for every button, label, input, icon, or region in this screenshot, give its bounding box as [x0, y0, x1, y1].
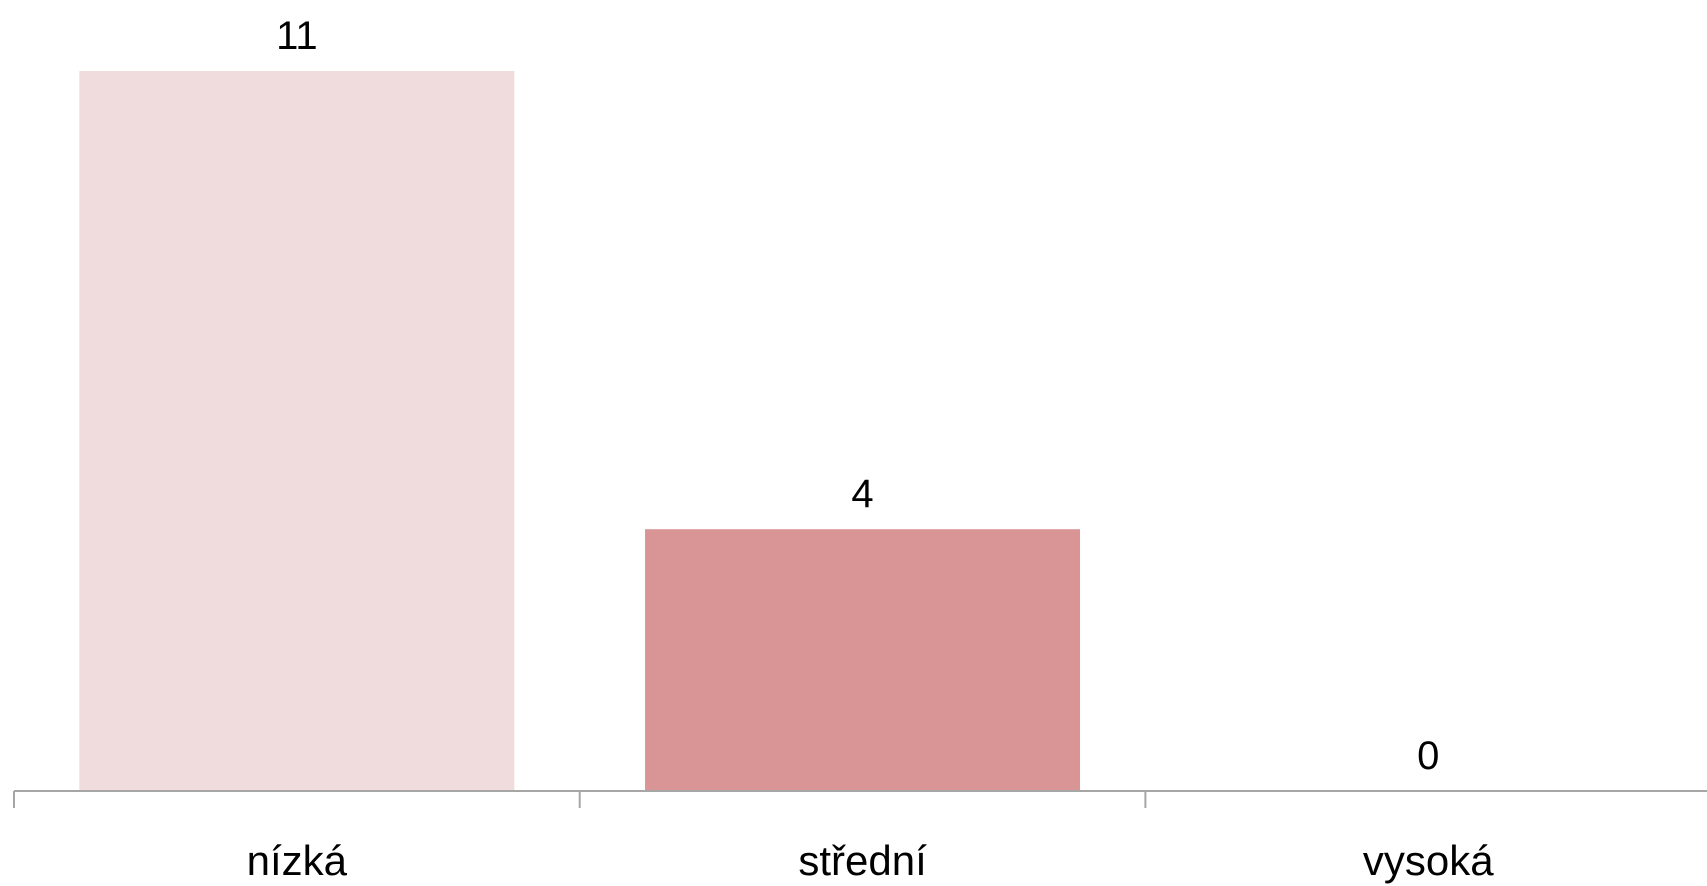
data-labels-group: 11 4 0	[276, 14, 1439, 778]
x-tick-label-1: nízká	[247, 837, 348, 884]
data-label-1: 11	[276, 14, 318, 58]
bar-2	[645, 529, 1081, 791]
x-tick-labels-group: nízká střední vysoká	[247, 837, 1495, 884]
bar-1	[79, 71, 515, 791]
bars-group	[79, 71, 1081, 791]
data-label-2: 4	[851, 472, 873, 516]
x-tick-label-2: střední	[798, 837, 927, 884]
x-tick-label-3: vysoká	[1363, 837, 1494, 884]
data-label-3: 0	[1417, 734, 1439, 778]
x-axis	[13, 790, 1707, 808]
